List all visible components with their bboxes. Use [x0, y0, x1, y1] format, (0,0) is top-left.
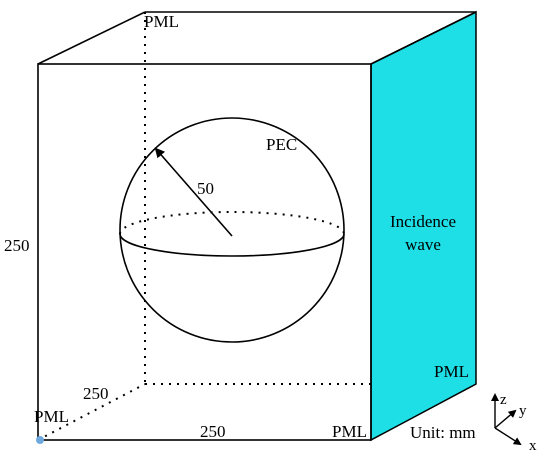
- pml-bottom-right-label: PML: [332, 422, 367, 441]
- incidence-label-line2: wave: [405, 235, 441, 254]
- top-left-depth-edge: [37, 11, 146, 65]
- pml-bottom-left-label: PML: [34, 407, 69, 426]
- axis-z-label: z: [500, 392, 507, 408]
- visible-edges: [37, 11, 477, 441]
- height-label: 250: [4, 236, 30, 255]
- unit-label: Unit: mm: [410, 423, 476, 442]
- pec-sphere: [119, 117, 345, 343]
- pec-label: PEC: [266, 135, 297, 154]
- axis-x-label: x: [529, 438, 537, 454]
- depth-label: 250: [83, 384, 109, 403]
- axes-triad: [491, 393, 522, 446]
- origin-dot: [36, 436, 44, 444]
- axis-y-label: y: [519, 403, 527, 419]
- pml-right-label: PML: [434, 362, 469, 381]
- sphere-outline: [119, 117, 345, 343]
- front-face: [37, 63, 372, 441]
- sphere-equator-front: [119, 233, 345, 257]
- pml-top-label: PML: [144, 12, 179, 31]
- hidden-edges: [37, 12, 476, 441]
- radius-arrow: [154, 147, 233, 237]
- top-right-depth-edge: [370, 11, 477, 65]
- incidence-label-line1: Incidence: [390, 212, 456, 231]
- x-axis: [494, 427, 522, 446]
- width-label: 250: [200, 422, 226, 441]
- sphere-equator-back: [119, 211, 345, 235]
- radius-label: 50: [197, 179, 214, 198]
- y-axis: [494, 409, 517, 429]
